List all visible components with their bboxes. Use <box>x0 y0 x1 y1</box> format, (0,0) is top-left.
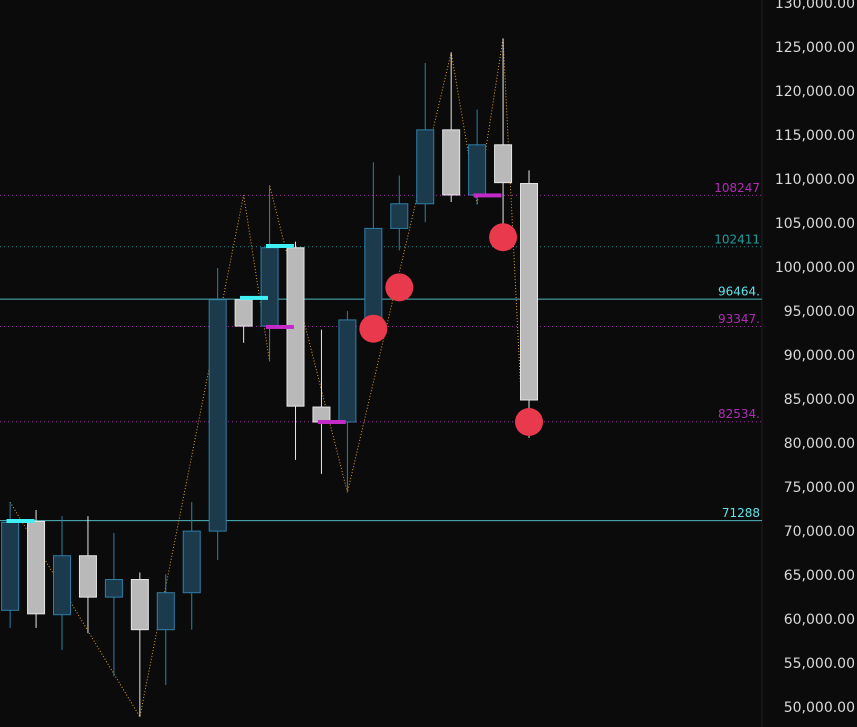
pivot-mark <box>240 295 268 300</box>
y-tick-label: 120,000.00 <box>775 84 855 100</box>
candle-body <box>364 227 383 321</box>
candle-body <box>468 144 487 196</box>
candle-body <box>182 530 201 594</box>
candle-body <box>1 521 20 611</box>
candle-body <box>104 579 123 598</box>
candle-body <box>53 555 72 616</box>
y-tick-label: 85,000.00 <box>784 392 855 408</box>
pivot-mark <box>6 519 35 524</box>
candle-body <box>442 129 461 196</box>
level-label: 102411 <box>714 232 760 246</box>
pivot-mark <box>473 193 502 198</box>
pivot-mark <box>265 324 294 329</box>
level-label: 71288 <box>722 506 760 520</box>
level-label: 96464. <box>718 285 760 299</box>
candle-body <box>130 579 149 631</box>
candle-body <box>27 520 46 615</box>
y-tick-label: 115,000.00 <box>775 128 855 144</box>
y-tick-label: 130,000.00 <box>775 0 855 12</box>
candle-body <box>260 247 279 327</box>
y-tick-label: 125,000.00 <box>775 40 855 56</box>
y-tick-label: 65,000.00 <box>784 568 855 584</box>
candle-body <box>156 592 175 631</box>
candle-body <box>234 299 253 327</box>
candle-body <box>416 129 435 205</box>
y-tick-label: 100,000.00 <box>775 260 855 276</box>
y-tick-label: 70,000.00 <box>784 524 855 540</box>
signal-marker <box>385 273 414 302</box>
pivot-mark <box>265 244 294 249</box>
candle-body <box>494 144 513 184</box>
signal-marker <box>489 223 518 252</box>
candle-body <box>312 406 331 423</box>
y-tick-label: 105,000.00 <box>775 216 855 232</box>
pivot-mark <box>317 420 346 425</box>
y-tick-label: 80,000.00 <box>784 436 855 452</box>
level-label: 82534. <box>718 407 760 421</box>
y-tick-label: 55,000.00 <box>784 656 855 672</box>
signal-marker <box>515 408 544 437</box>
y-tick-label: 75,000.00 <box>784 480 855 496</box>
candle-body <box>208 299 227 532</box>
level-label: 93347. <box>718 312 760 326</box>
level-label: 108247 <box>714 181 760 195</box>
candle-body <box>338 319 357 423</box>
candle-body <box>520 183 539 401</box>
y-tick-label: 110,000.00 <box>775 172 855 188</box>
candle-body <box>78 555 97 598</box>
y-tick-label: 95,000.00 <box>784 304 855 320</box>
y-tick-label: 50,000.00 <box>784 700 855 716</box>
y-tick-label: 90,000.00 <box>784 348 855 364</box>
signal-marker <box>359 314 388 343</box>
candle-body <box>390 203 409 229</box>
zigzag-line <box>9 38 522 719</box>
y-tick-label: 60,000.00 <box>784 612 855 628</box>
